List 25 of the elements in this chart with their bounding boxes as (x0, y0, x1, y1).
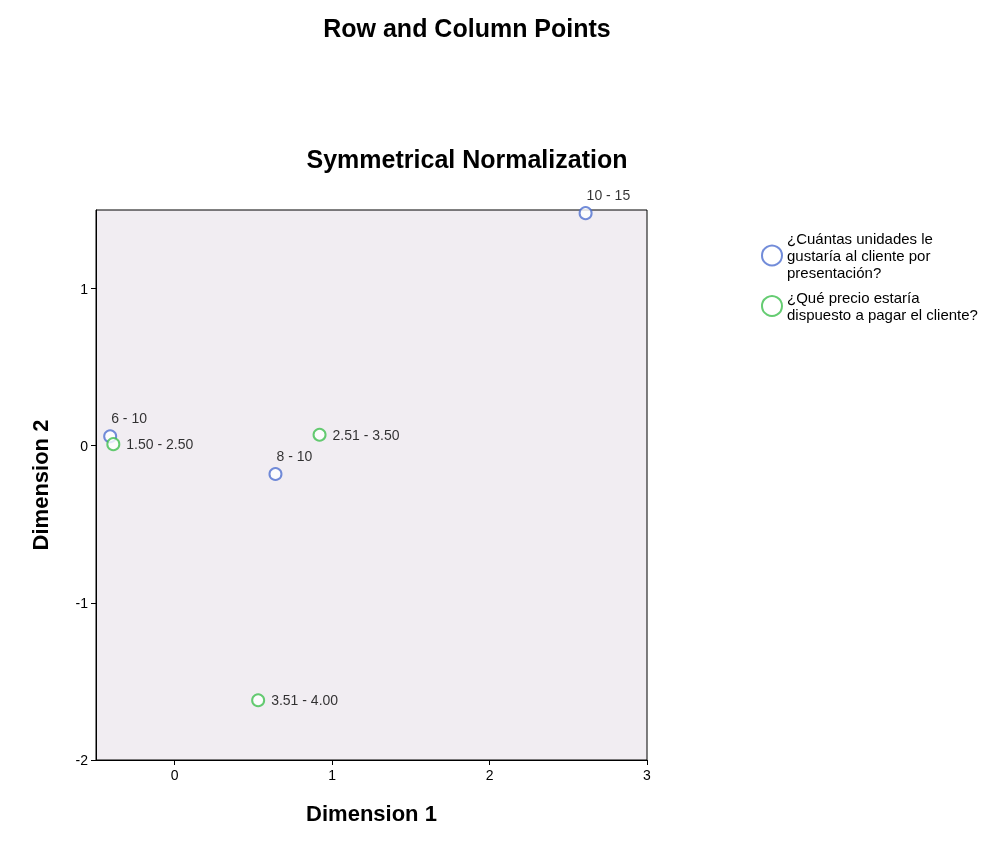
point (312, 427, 327, 442)
data-label: 6 - 10 (111, 410, 148, 427)
x-tick-label: 1 (328, 767, 337, 783)
chart-title: Row and Column Points (323, 13, 611, 42)
point (106, 437, 121, 452)
legend-label: ¿Cuántas unidades le gustaría al cliente por presentación? (787, 230, 938, 281)
point (251, 693, 266, 708)
y-tick-label: -1 (75, 594, 89, 611)
data-label: 8 - 10 (276, 448, 313, 464)
x-tick-label: 2 (485, 767, 494, 783)
data-label: 2.51 - 3.50 (332, 426, 400, 443)
chart-subtitle: Symmetrical Normalization (306, 144, 628, 173)
x-tick-label: 0 (170, 767, 179, 783)
data-label: 10 - 15 (586, 187, 631, 204)
x-axis-title: Dimension 1 (306, 800, 437, 826)
y-axis-title: Dimension 2 (27, 419, 53, 551)
data-label: 3.51 - 4.00 (271, 692, 339, 709)
point (268, 467, 283, 481)
data-label: 1.50 - 2.50 (126, 436, 194, 453)
point (578, 206, 593, 221)
y-tick-label: 0 (80, 437, 89, 454)
y-tick-label: -2 (75, 752, 89, 768)
legend-label: ¿Qué precio estaría dispuesto a pagar el cliente? (787, 289, 978, 323)
y-tick-label: 1 (80, 280, 89, 297)
x-tick-label: 3 (643, 767, 652, 783)
